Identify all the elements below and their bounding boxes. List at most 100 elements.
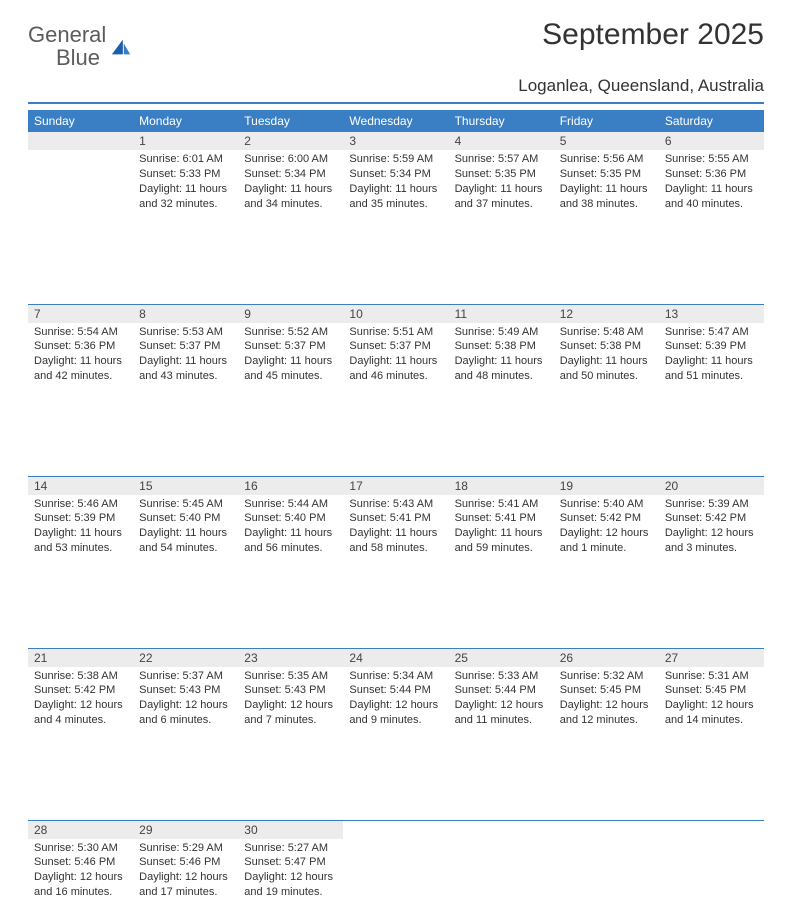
sunrise-text: Sunrise: 5:46 AM <box>34 497 127 512</box>
calendar-cell: 12Sunrise: 5:48 AMSunset: 5:38 PMDayligh… <box>554 304 659 390</box>
day-details: Sunrise: 5:43 AMSunset: 5:41 PMDaylight:… <box>343 495 448 560</box>
sunset-text: Sunset: 5:42 PM <box>665 511 758 526</box>
sunrise-text: Sunrise: 5:39 AM <box>665 497 758 512</box>
dow-thursday: Thursday <box>449 110 554 132</box>
day-details: Sunrise: 5:46 AMSunset: 5:39 PMDaylight:… <box>28 495 133 560</box>
day-number: 20 <box>659 477 764 495</box>
sunset-text: Sunset: 5:45 PM <box>560 683 653 698</box>
daylight-text-2: and 14 minutes. <box>665 713 758 728</box>
calendar-cell: 21Sunrise: 5:38 AMSunset: 5:42 PMDayligh… <box>28 648 133 734</box>
sunset-text: Sunset: 5:39 PM <box>34 511 127 526</box>
sunset-text: Sunset: 5:37 PM <box>244 339 337 354</box>
sunrise-text: Sunrise: 5:27 AM <box>244 841 337 856</box>
sunrise-text: Sunrise: 5:53 AM <box>139 325 232 340</box>
dow-monday: Monday <box>133 110 238 132</box>
daylight-text-2: and 46 minutes. <box>349 369 442 384</box>
calendar-cell: 16Sunrise: 5:44 AMSunset: 5:40 PMDayligh… <box>238 476 343 562</box>
calendar-cell: 27Sunrise: 5:31 AMSunset: 5:45 PMDayligh… <box>659 648 764 734</box>
day-details: Sunrise: 5:27 AMSunset: 5:47 PMDaylight:… <box>238 839 343 904</box>
day-number: 28 <box>28 821 133 839</box>
day-details: Sunrise: 5:52 AMSunset: 5:37 PMDaylight:… <box>238 323 343 388</box>
day-details: Sunrise: 5:34 AMSunset: 5:44 PMDaylight:… <box>343 667 448 732</box>
sunset-text: Sunset: 5:46 PM <box>34 855 127 870</box>
daylight-text-2: and 59 minutes. <box>455 541 548 556</box>
day-details: Sunrise: 5:41 AMSunset: 5:41 PMDaylight:… <box>449 495 554 560</box>
day-details: Sunrise: 5:49 AMSunset: 5:38 PMDaylight:… <box>449 323 554 388</box>
daylight-text-2: and 6 minutes. <box>139 713 232 728</box>
sunrise-text: Sunrise: 5:44 AM <box>244 497 337 512</box>
daylight-text-1: Daylight: 11 hours <box>455 354 548 369</box>
daylight-text-1: Daylight: 11 hours <box>34 526 127 541</box>
sunset-text: Sunset: 5:41 PM <box>349 511 442 526</box>
daylight-text-1: Daylight: 11 hours <box>560 182 653 197</box>
daylight-text-2: and 4 minutes. <box>34 713 127 728</box>
daylight-text-1: Daylight: 11 hours <box>34 354 127 369</box>
day-number: 27 <box>659 649 764 667</box>
day-details: Sunrise: 5:30 AMSunset: 5:46 PMDaylight:… <box>28 839 133 904</box>
daylight-text-1: Daylight: 12 hours <box>560 526 653 541</box>
sunset-text: Sunset: 5:34 PM <box>349 167 442 182</box>
day-number: 2 <box>238 132 343 150</box>
day-number: 23 <box>238 649 343 667</box>
day-number: 7 <box>28 305 133 323</box>
day-number: 1 <box>133 132 238 150</box>
daylight-text-2: and 50 minutes. <box>560 369 653 384</box>
sunrise-text: Sunrise: 5:33 AM <box>455 669 548 684</box>
sunrise-text: Sunrise: 5:57 AM <box>455 152 548 167</box>
header-row: General Blue September 2025 <box>28 18 764 70</box>
daylight-text-1: Daylight: 11 hours <box>455 182 548 197</box>
daylight-text-1: Daylight: 12 hours <box>244 698 337 713</box>
day-details: Sunrise: 5:39 AMSunset: 5:42 PMDaylight:… <box>659 495 764 560</box>
daylight-text-2: and 34 minutes. <box>244 197 337 212</box>
calendar-cell: 7Sunrise: 5:54 AMSunset: 5:36 PMDaylight… <box>28 304 133 390</box>
daylight-text-2: and 51 minutes. <box>665 369 758 384</box>
week-divider <box>28 390 764 476</box>
daylight-text-1: Daylight: 12 hours <box>665 526 758 541</box>
daylight-text-2: and 43 minutes. <box>139 369 232 384</box>
calendar-cell: 2Sunrise: 6:00 AMSunset: 5:34 PMDaylight… <box>238 132 343 218</box>
sunrise-text: Sunrise: 5:37 AM <box>139 669 232 684</box>
calendar-cell: 3Sunrise: 5:59 AMSunset: 5:34 PMDaylight… <box>343 132 448 218</box>
daylight-text-1: Daylight: 11 hours <box>139 526 232 541</box>
day-number: 13 <box>659 305 764 323</box>
day-number: 10 <box>343 305 448 323</box>
day-details: Sunrise: 5:33 AMSunset: 5:44 PMDaylight:… <box>449 667 554 732</box>
calendar-cell: 29Sunrise: 5:29 AMSunset: 5:46 PMDayligh… <box>133 820 238 906</box>
sunset-text: Sunset: 5:47 PM <box>244 855 337 870</box>
daylight-text-1: Daylight: 12 hours <box>244 870 337 885</box>
daylight-text-1: Daylight: 11 hours <box>455 526 548 541</box>
sunset-text: Sunset: 5:40 PM <box>244 511 337 526</box>
sunrise-text: Sunrise: 5:55 AM <box>665 152 758 167</box>
day-details: Sunrise: 5:40 AMSunset: 5:42 PMDaylight:… <box>554 495 659 560</box>
calendar-cell <box>343 820 448 906</box>
day-number: 25 <box>449 649 554 667</box>
daylight-text-2: and 19 minutes. <box>244 885 337 900</box>
day-number: 21 <box>28 649 133 667</box>
day-details: Sunrise: 5:51 AMSunset: 5:37 PMDaylight:… <box>343 323 448 388</box>
logo-text-blue: Blue <box>28 45 100 70</box>
day-number: 6 <box>659 132 764 150</box>
sunset-text: Sunset: 5:33 PM <box>139 167 232 182</box>
calendar-cell: 1Sunrise: 6:01 AMSunset: 5:33 PMDaylight… <box>133 132 238 218</box>
sunrise-text: Sunrise: 5:48 AM <box>560 325 653 340</box>
day-details: Sunrise: 5:32 AMSunset: 5:45 PMDaylight:… <box>554 667 659 732</box>
sunset-text: Sunset: 5:44 PM <box>349 683 442 698</box>
daylight-text-2: and 42 minutes. <box>34 369 127 384</box>
daylight-text-1: Daylight: 12 hours <box>455 698 548 713</box>
daylight-text-2: and 35 minutes. <box>349 197 442 212</box>
daylight-text-2: and 11 minutes. <box>455 713 548 728</box>
daylight-text-2: and 17 minutes. <box>139 885 232 900</box>
sunset-text: Sunset: 5:41 PM <box>455 511 548 526</box>
day-number: 11 <box>449 305 554 323</box>
daylight-text-1: Daylight: 12 hours <box>665 698 758 713</box>
sunset-text: Sunset: 5:35 PM <box>455 167 548 182</box>
daylight-text-1: Daylight: 11 hours <box>349 354 442 369</box>
sunset-text: Sunset: 5:34 PM <box>244 167 337 182</box>
daylight-text-2: and 48 minutes. <box>455 369 548 384</box>
day-number: 24 <box>343 649 448 667</box>
daylight-text-2: and 12 minutes. <box>560 713 653 728</box>
daylight-text-2: and 38 minutes. <box>560 197 653 212</box>
title-block: September 2025 <box>542 18 764 52</box>
sunset-text: Sunset: 5:39 PM <box>665 339 758 354</box>
day-number: 17 <box>343 477 448 495</box>
